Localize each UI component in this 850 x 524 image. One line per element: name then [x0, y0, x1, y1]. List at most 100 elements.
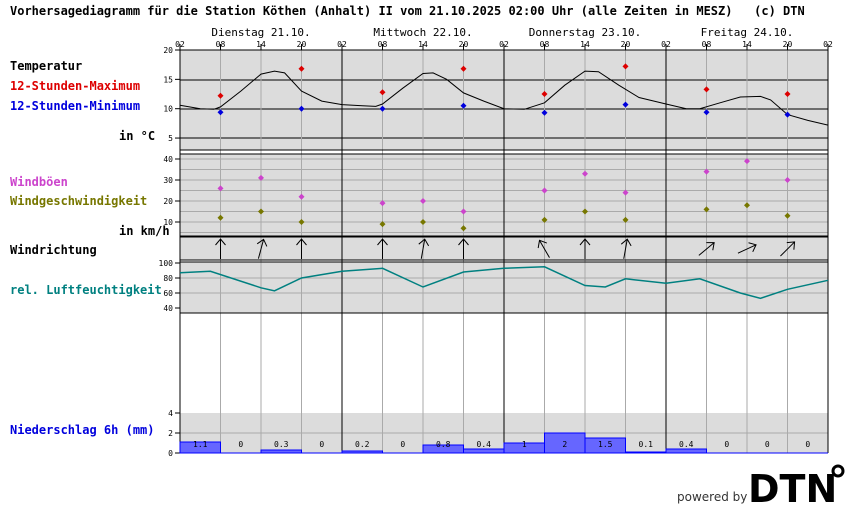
hour-tick-label: 08	[378, 40, 388, 49]
hour-tick-label: 20	[621, 40, 631, 49]
min-temp-point	[460, 102, 467, 109]
gust-point	[703, 168, 710, 175]
max-temp-point	[298, 65, 305, 72]
wind-speed-point	[460, 225, 467, 232]
precip-bar	[341, 450, 383, 454]
y-tick-label: 80	[163, 274, 173, 283]
precip-bar	[584, 437, 626, 454]
max-temp-point	[217, 92, 224, 99]
svg-text:DTN: DTN	[748, 467, 837, 507]
max-temp-point	[622, 63, 629, 70]
y-tick-label: 0	[168, 449, 173, 458]
label-temperature: Temperatur	[10, 59, 83, 73]
label-wind-direction: Windrichtung	[10, 243, 97, 257]
max-temp-point	[379, 89, 386, 96]
precip-value-label: 0	[400, 440, 405, 449]
wind-direction-arrow	[458, 238, 469, 259]
wind-speed-point	[744, 202, 750, 209]
precip-bar	[260, 449, 302, 454]
hour-tick-label: 02	[661, 40, 671, 49]
arrow-icon	[377, 238, 388, 259]
wind-speed-point	[622, 216, 629, 223]
min-temp-point	[217, 109, 224, 116]
min-temp-point	[379, 105, 386, 112]
hour-tick-label: 02	[499, 40, 509, 49]
day-label: Freitag 24.10.	[701, 26, 794, 39]
y-tick-label: 100	[159, 259, 174, 268]
wind-direction-arrow	[296, 238, 307, 259]
wind-speed-point	[258, 208, 264, 215]
arrow-icon	[296, 238, 307, 259]
precip-value-label: 0.8	[436, 440, 451, 449]
y-tick-label: 40	[163, 155, 173, 164]
chart-title: Vorhersagediagramm für die Station Köthe…	[10, 4, 805, 18]
y-tick-label: 2	[168, 429, 173, 438]
precip-value-label: 2	[562, 440, 567, 449]
precip-value-label: 0	[238, 440, 243, 449]
precip-bar	[179, 441, 221, 454]
max-temp-point	[784, 91, 791, 98]
wind-speed-point	[541, 216, 548, 223]
dtn-logo: DTN	[748, 464, 845, 507]
precip-value-label: 0.4	[679, 440, 694, 449]
precip-value-label: 1.5	[598, 440, 613, 449]
y-tick-label: 20	[163, 197, 173, 206]
precip-bar	[625, 451, 667, 454]
precip-value-label: 1.1	[193, 440, 208, 449]
label-humidity: rel. Luftfeuchtigkeit	[10, 283, 162, 297]
wind-speed-point	[420, 219, 426, 225]
wind-direction-arrow	[698, 242, 715, 256]
label-wind-unit: in km/h	[119, 224, 170, 238]
hour-tick-label: 20	[783, 40, 793, 49]
y-tick-label: 5	[168, 134, 173, 143]
gust-point	[379, 200, 386, 207]
day-label: Donnerstag 23.10.	[529, 26, 642, 39]
wind-direction-arrow	[215, 238, 226, 259]
gust-point	[420, 198, 426, 204]
min-temp-point	[298, 105, 305, 112]
gust-point	[622, 189, 629, 196]
wind-speed-point	[784, 212, 791, 219]
wind-direction-arrow	[377, 238, 388, 259]
y-tick-label: 30	[163, 176, 173, 185]
hour-tick-label: 08	[540, 40, 550, 49]
y-tick-label: 10	[163, 105, 173, 114]
hour-tick-label: 20	[297, 40, 307, 49]
hour-tick-label: 08	[216, 40, 226, 49]
hour-tick-label: 02	[337, 40, 347, 49]
hour-tick-label: 08	[702, 40, 712, 49]
label-wind-speed: Windgeschwindigkeit	[10, 194, 148, 208]
gust-point	[258, 174, 264, 181]
label-gusts: Windböen	[10, 175, 68, 189]
y-tick-label: 60	[163, 289, 173, 298]
y-tick-label: 4	[168, 409, 173, 418]
wind-direction-arrow	[418, 238, 430, 259]
min-temp-point	[541, 109, 548, 116]
hour-tick-label: 02	[175, 40, 185, 49]
precip-value-label: 0	[805, 440, 810, 449]
max-temp-point	[541, 91, 548, 98]
precip-value-label: 0	[724, 440, 729, 449]
arrow-icon	[256, 238, 268, 259]
y-tick-label: 10	[163, 218, 173, 227]
min-temp-point	[703, 109, 710, 116]
y-tick-label: 15	[163, 75, 173, 84]
max-temp-point	[703, 86, 710, 93]
label-max: 12-Stunden-Maximum	[10, 79, 141, 93]
arrow-icon	[737, 242, 757, 254]
gust-point	[784, 177, 791, 183]
wind-direction-arrow	[537, 239, 550, 258]
arrow-icon	[698, 242, 715, 256]
gust-point	[744, 158, 750, 165]
day-label: Mittwoch 22.10.	[373, 26, 472, 39]
wind-direction-arrow	[579, 238, 591, 259]
label-min: 12-Stunden-Minimum	[10, 99, 141, 113]
arrow-icon	[418, 238, 430, 259]
y-tick-label: 40	[163, 304, 173, 313]
humidity-line	[179, 266, 829, 300]
label-precipitation: Niederschlag 6h (mm)	[10, 423, 155, 437]
gust-point	[298, 193, 305, 200]
hour-tick-label: 02	[823, 40, 833, 49]
gust-point	[217, 185, 224, 192]
